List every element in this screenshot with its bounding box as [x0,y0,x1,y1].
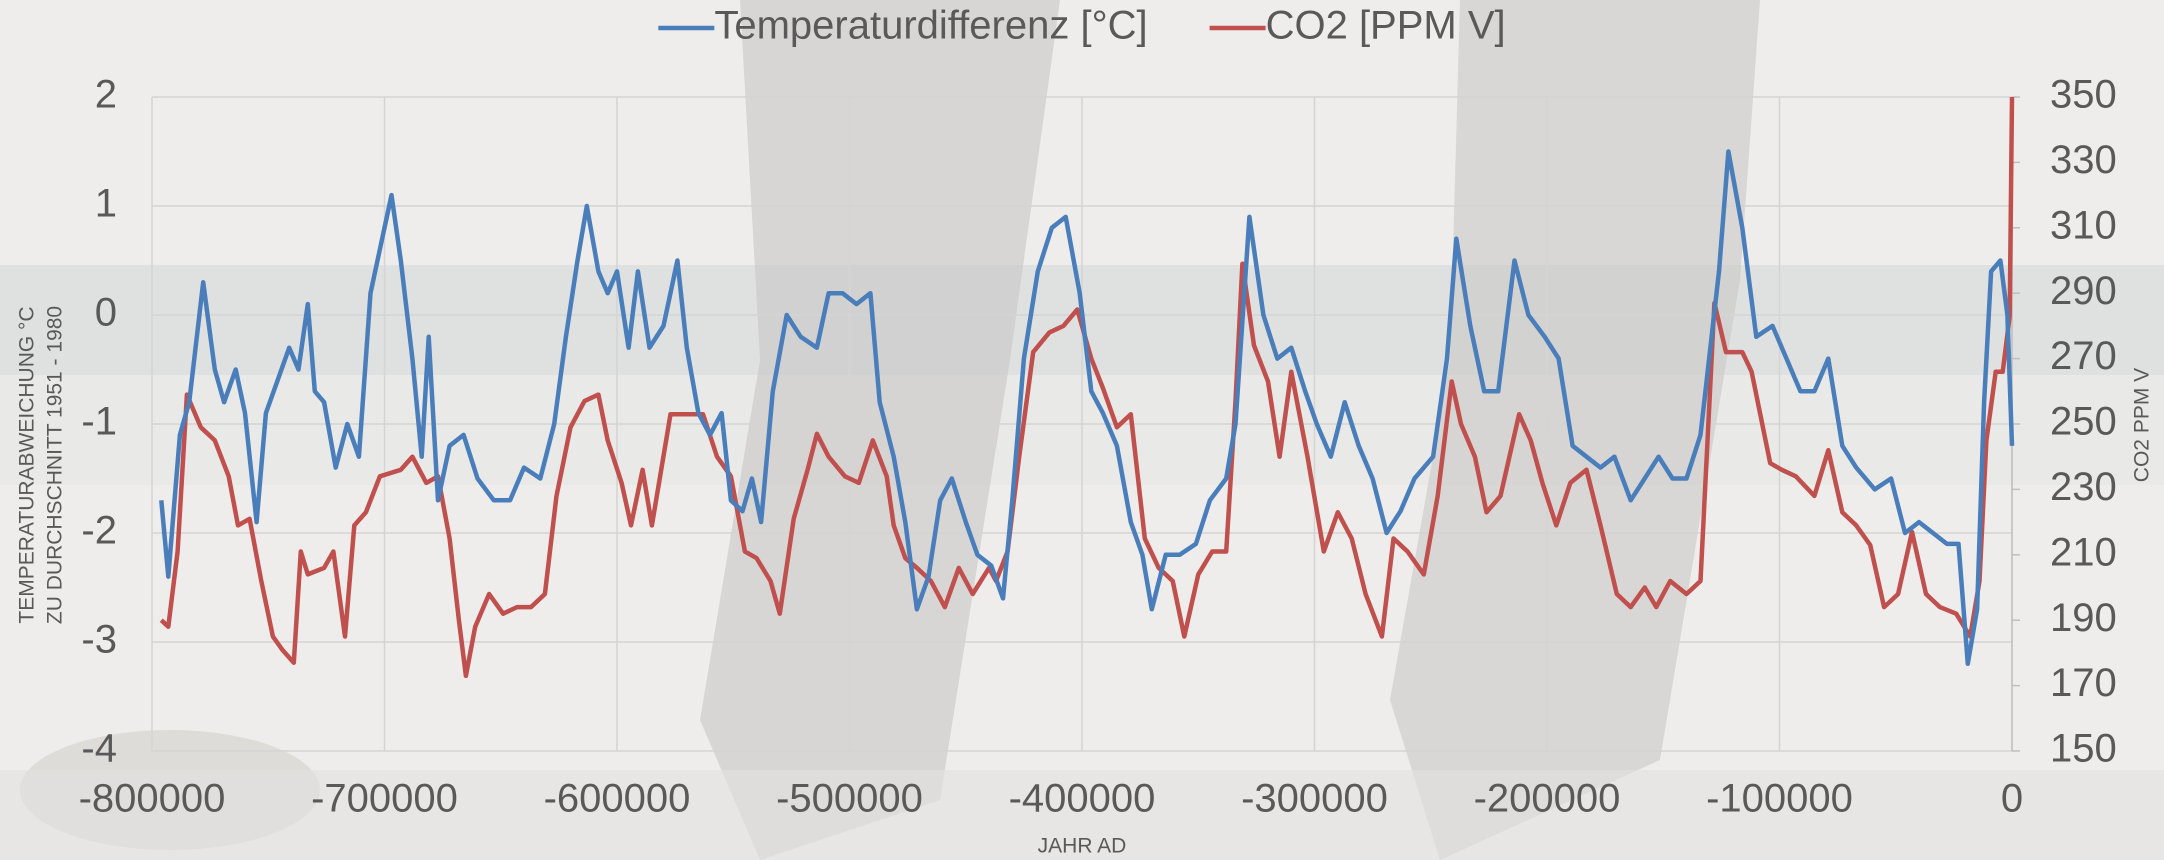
y-axis-title: TEMPERATURABWEICHUNG °C [16,306,39,623]
x-tick-label: -800000 [79,777,226,821]
y2-tick-label: 310 [2050,203,2117,247]
legend-label: Temperaturdifferenz [°C] [714,4,1147,48]
y-tick-label: -3 [81,618,117,662]
legend: Temperaturdifferenz [°C] CO2 [PPM V] [658,4,1506,48]
y-tick-label: 2 [95,73,117,117]
plot-area [151,96,2020,752]
y2-tick-label: 330 [2050,138,2117,182]
y2-tick-label: 230 [2050,465,2117,509]
y2-tick-label: 270 [2050,334,2117,378]
y2-tick-label: 350 [2050,73,2117,117]
x-tick-label: -500000 [776,777,923,821]
y-tick-label: 1 [95,182,117,226]
x-tick-label: -700000 [311,777,458,821]
y2-tick-label: 210 [2050,530,2117,574]
x-tick-label: 0 [2001,777,2023,821]
y2-tick-label: 190 [2050,596,2117,640]
y-tick-label: -1 [81,400,117,444]
x-tick-label: -100000 [1706,777,1853,821]
x-tick-label: -300000 [1241,777,1388,821]
y2-tick-label: 290 [2050,269,2117,313]
y2-tick-label: 170 [2050,661,2117,705]
y2-tick-label: 250 [2050,400,2117,444]
legend-label: CO2 [PPM V] [1266,4,1506,48]
y-axis-title: ZU DURCHSCHNITT 1951 - 1980 [44,306,67,624]
y2-tick-label: 150 [2050,727,2117,771]
y-tick-label: 0 [95,291,117,335]
data-line [159,149,2015,667]
x-tick-label: -200000 [1474,777,1621,821]
y-tick-label: -2 [81,509,117,553]
y2-axis-title: CO2 PPM V [2131,368,2154,482]
x-tick-label: -400000 [1009,777,1156,821]
x-axis-title: JAHR AD [1038,835,1127,858]
x-tick-label: -600000 [544,777,691,821]
y-tick-label: -4 [81,727,117,771]
